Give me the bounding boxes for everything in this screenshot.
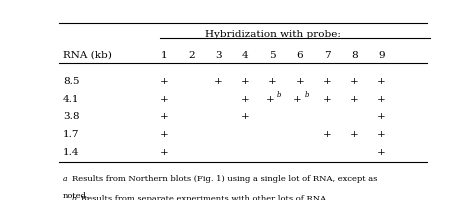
Text: +: + [377,147,386,156]
Text: +: + [377,130,386,139]
Text: 2: 2 [188,50,194,59]
Text: a: a [63,174,67,182]
Text: Results from separate experiments with other lots of RNA.: Results from separate experiments with o… [82,194,329,200]
Text: +: + [160,130,168,139]
Text: 1: 1 [161,50,167,59]
Text: +: + [377,77,386,85]
Text: 5: 5 [269,50,276,59]
Text: 1.7: 1.7 [63,130,80,139]
Text: +: + [350,94,359,103]
Text: b: b [304,90,309,98]
Text: +: + [160,94,168,103]
Text: +: + [377,112,386,121]
Text: RNA (kb): RNA (kb) [63,50,112,59]
Text: +: + [295,77,304,85]
Text: 1.4: 1.4 [63,147,80,156]
Text: +: + [323,94,331,103]
Text: +: + [160,147,168,156]
Text: 3.8: 3.8 [63,112,80,121]
Text: +: + [160,112,168,121]
Text: +: + [323,130,331,139]
Text: +: + [268,77,277,85]
Text: +: + [265,94,274,103]
Text: 3: 3 [215,50,222,59]
Text: +: + [241,112,250,121]
Text: 4.1: 4.1 [63,94,80,103]
Text: +: + [241,94,250,103]
Text: Results from Northern blots (Fig. 1) using a single lot of RNA, except as: Results from Northern blots (Fig. 1) usi… [72,174,377,182]
Text: +: + [160,77,168,85]
Text: 9: 9 [378,50,385,59]
Text: Hybridization with probe:: Hybridization with probe: [205,30,341,39]
Text: +: + [323,77,331,85]
Text: +: + [350,77,359,85]
Text: 8.5: 8.5 [63,77,80,85]
Text: +: + [350,130,359,139]
Text: b: b [277,90,282,98]
Text: noted.: noted. [63,191,90,199]
Text: +: + [377,94,386,103]
Text: 8: 8 [351,50,357,59]
Text: +: + [241,77,250,85]
Text: +: + [214,77,223,85]
Text: +: + [292,94,301,103]
Text: 7: 7 [324,50,330,59]
Text: 4: 4 [242,50,249,59]
Text: 6: 6 [297,50,303,59]
Text: b: b [72,194,77,200]
